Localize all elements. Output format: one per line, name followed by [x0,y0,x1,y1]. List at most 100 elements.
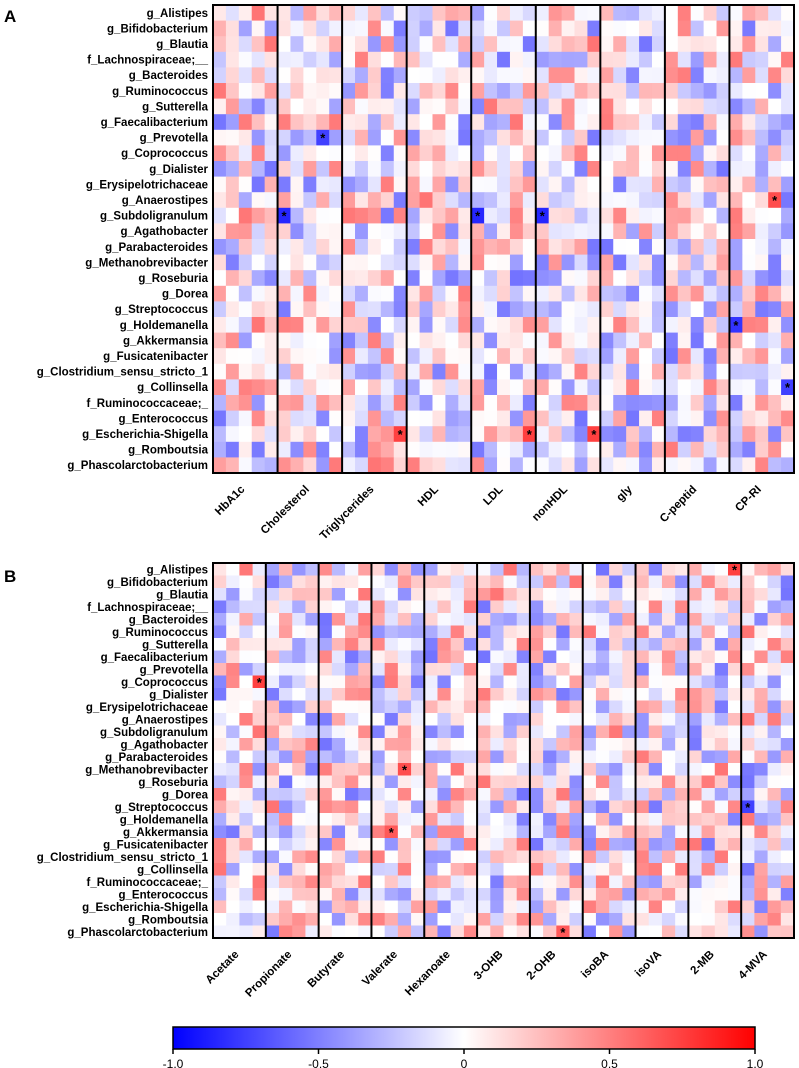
heatmap-cell [595,913,610,926]
heatmap-cell [277,129,291,146]
heatmap-cell [535,145,550,162]
heatmap-cell [755,379,769,396]
heatmap-cell [664,441,679,458]
heatmap-cell [264,98,278,115]
heatmap-cell [651,161,666,177]
heatmap-cell [529,788,544,801]
heatmap-cell [303,176,317,193]
heatmap-cell [226,800,240,814]
heatmap-cell [490,850,504,864]
heatmap-cell [458,270,472,287]
heatmap-cell [754,688,768,701]
heatmap-cell [277,98,291,115]
heatmap-cell [729,36,743,53]
heatmap-cell [509,301,524,318]
heatmap-cell [432,254,446,271]
heatmap-cell [664,83,679,99]
heatmap-cell [587,410,601,427]
heatmap-cell [639,192,653,209]
heatmap-cell [755,51,769,68]
heatmap-cell [432,129,446,146]
heatmap-cell [729,285,743,302]
heatmap-cell [419,379,433,396]
heatmap-cell [767,625,782,639]
heatmap-cell [393,285,408,302]
heatmap-cell [380,457,395,474]
heatmap-cell [703,207,717,224]
heatmap-cell [384,613,399,626]
heatmap-cell [543,738,557,751]
heatmap-cell [450,650,465,664]
heatmap-cell [213,51,227,68]
heatmap-cell [490,925,504,939]
heatmap-cell [742,98,756,115]
heatmap-cell [661,850,676,864]
heatmap-cell [471,114,485,131]
heatmap-cell [265,788,280,801]
heatmap-cell [522,426,537,443]
heatmap-cell [639,161,653,177]
heatmap-cell [213,129,227,146]
heatmap-cell [587,379,601,396]
heatmap-cell [755,207,769,224]
heatmap-cell [716,317,730,333]
row-label: f_Ruminococcaceae;_ [87,877,209,889]
heatmap-cell [490,563,504,576]
heatmap-cell [290,5,304,21]
heatmap-cell [613,223,627,240]
heatmap-cell [714,800,729,814]
heatmap-cell [587,207,601,224]
heatmap-cell [780,913,795,926]
heatmap-cell [277,441,291,458]
row-label: g_Prevotella [140,133,209,145]
row-label: g_Alistipes [147,8,208,20]
heatmap-cell [477,750,491,764]
row-label: g_Fusicatenibacter [103,839,208,851]
heatmap-cell [458,348,472,365]
heatmap-cell [406,379,420,396]
heatmap-cell [522,145,537,162]
heatmap-cell [768,36,782,53]
heatmap-cell [516,738,531,751]
heatmap-cell [355,270,369,287]
heatmap-cell [716,363,730,380]
heatmap-cell [556,625,570,639]
heatmap-cell [716,239,730,255]
heatmap-cell [226,775,240,789]
heatmap-cell [635,625,650,639]
heatmap-cell [432,145,446,162]
heatmap-cell [767,863,782,876]
heatmap-cell [742,192,756,209]
heatmap-cell [445,332,459,349]
heatmap-cell [569,913,584,926]
heatmap-cell [768,114,782,131]
heatmap-cell [688,675,702,689]
heatmap-cell [477,913,491,926]
heatmap-cell [587,239,601,255]
heatmap-cell [358,563,372,576]
heatmap-cell [279,650,293,664]
heatmap-cell [529,588,544,601]
heatmap-cell [265,863,280,876]
heatmap-cell [305,913,320,926]
heatmap-cell [742,36,756,53]
heatmap-cell [367,98,382,115]
heatmap-cell [664,254,679,271]
heatmap-cell [754,625,768,639]
heatmap-cell [780,763,795,776]
heatmap-cell [239,650,254,664]
heatmap-cell [522,67,537,84]
heatmap-cell [279,800,293,814]
heatmap-cell [277,254,291,271]
heatmap-cell [437,863,452,876]
heatmap-cell [380,363,395,380]
heatmap-cell [742,145,756,162]
heatmap-cell [600,176,614,193]
heatmap-cell [226,575,240,589]
heatmap-cell [251,239,266,255]
heatmap-cell [471,441,485,458]
heatmap-cell [714,838,729,851]
heatmap-cell [755,426,769,443]
heatmap-cell [509,129,524,146]
heatmap-cell [406,51,420,68]
